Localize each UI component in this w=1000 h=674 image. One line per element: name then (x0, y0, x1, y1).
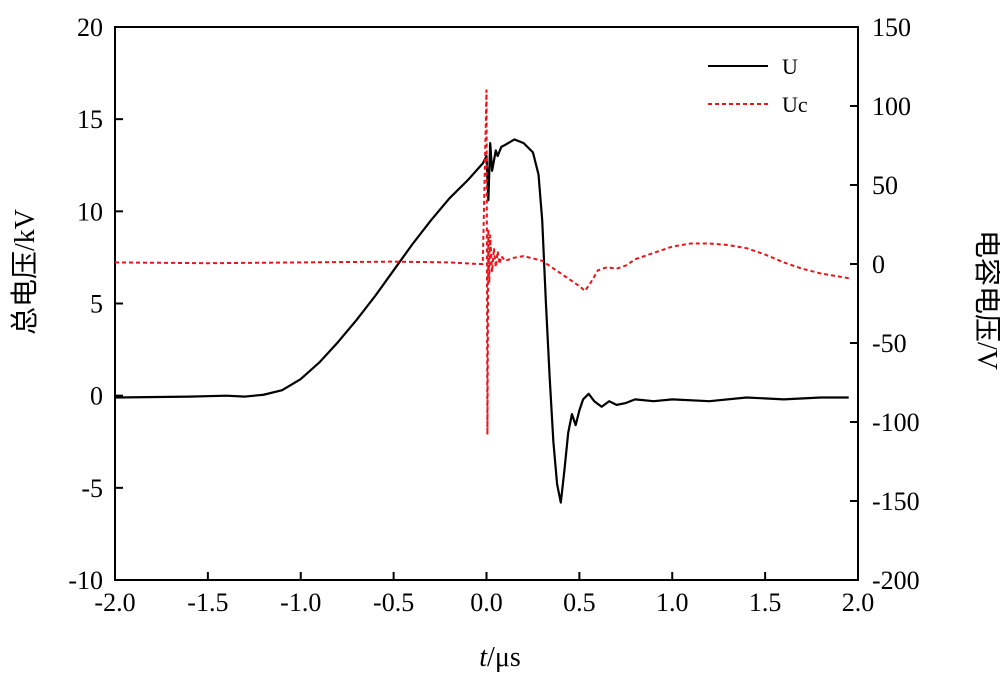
right-y-tick-label: 150 (872, 13, 911, 42)
x-axis-ticks: -2.0 -1.5 -1.0 -0.5 0.0 0.5 1.0 1.5 2.0 (94, 572, 874, 617)
x-tick-label: -2.0 (94, 588, 135, 617)
right-y-tick-label: -200 (872, 566, 920, 595)
x-tick-label: 1.5 (749, 588, 782, 617)
right-y-tick-label: -100 (872, 408, 920, 437)
left-y-tick-label: -5 (81, 474, 103, 503)
left-y-tick-label: 10 (77, 197, 103, 226)
left-y-axis-ticks: 20 15 10 5 0 -5 -10 (68, 13, 123, 595)
x-tick-label: 2.0 (842, 588, 875, 617)
left-y-axis-title: 总电压/kV (9, 209, 41, 335)
x-tick-label: -0.5 (373, 588, 414, 617)
left-y-tick-label: 20 (77, 13, 103, 42)
right-y-tick-label: -50 (872, 329, 907, 358)
x-tick-label: 1.0 (656, 588, 689, 617)
legend-label-u: U (782, 54, 798, 79)
left-y-tick-label: 5 (90, 290, 103, 319)
right-y-tick-label: 100 (872, 92, 911, 121)
right-y-tick-label: 50 (872, 171, 898, 200)
right-y-axis-ticks: 150 100 50 0 -50 -100 -150 -200 (850, 13, 920, 595)
x-tick-label: -1.5 (187, 588, 228, 617)
left-y-tick-label: 15 (77, 105, 103, 134)
x-axis-title: t/μs (479, 642, 520, 673)
x-tick-label: 0.5 (563, 588, 596, 617)
left-y-tick-label: 0 (90, 382, 103, 411)
left-y-tick-label: -10 (68, 566, 103, 595)
series-line-uc (114, 89, 849, 436)
legend: U Uc (708, 54, 808, 117)
x-tick-label: 0.0 (470, 588, 503, 617)
right-y-tick-label: 0 (872, 250, 885, 279)
series-line-u (114, 138, 849, 504)
x-axis-title-unit: /μs (487, 642, 521, 673)
x-axis-title-italic: t (479, 642, 488, 673)
legend-label-uc: Uc (782, 92, 808, 117)
series-layer (114, 89, 849, 504)
x-tick-label: -1.0 (280, 588, 321, 617)
right-y-axis-title: 电容电压/V (971, 230, 1000, 370)
right-y-tick-label: -150 (872, 487, 920, 516)
